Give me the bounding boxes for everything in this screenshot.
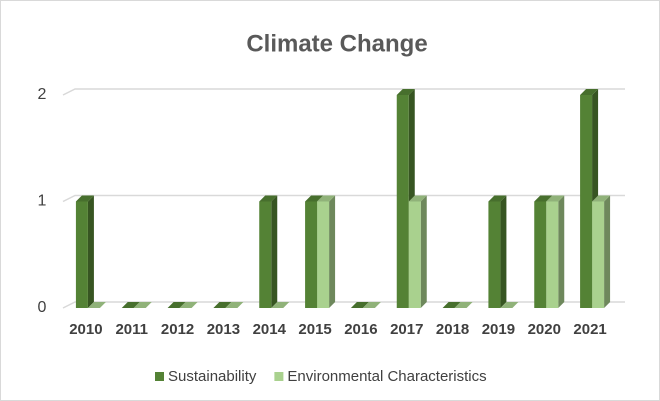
x-tick-label: 2017 xyxy=(390,321,423,338)
bar-top xyxy=(500,302,519,308)
bar xyxy=(546,195,565,308)
bar xyxy=(396,89,415,308)
bar-side xyxy=(604,195,611,308)
bar xyxy=(75,195,94,308)
bar-top xyxy=(179,302,198,308)
chart-title: Climate Change xyxy=(246,30,427,57)
bar-front xyxy=(305,201,318,308)
bar-front xyxy=(396,95,409,308)
bar-front xyxy=(592,201,605,308)
bar-top xyxy=(488,195,507,202)
bar-side xyxy=(558,195,565,308)
bar-front xyxy=(408,201,421,308)
bar-top xyxy=(408,195,427,202)
bar-top xyxy=(271,302,290,308)
bar-front xyxy=(259,201,272,308)
bar-top xyxy=(592,195,611,202)
bar xyxy=(179,302,198,308)
bar-front xyxy=(75,201,88,308)
x-tick-label: 2018 xyxy=(436,321,469,338)
bar-top xyxy=(580,89,599,95)
grid-line xyxy=(62,301,625,309)
bar xyxy=(317,195,336,308)
y-tick-label: 1 xyxy=(38,193,47,210)
bar-side xyxy=(87,195,94,308)
bar xyxy=(488,195,507,308)
bar xyxy=(259,195,278,308)
x-tick-label: 2016 xyxy=(344,321,377,338)
x-tick-label: 2020 xyxy=(528,321,561,338)
bar-top xyxy=(225,302,244,308)
bar-top xyxy=(133,302,152,308)
bar-top xyxy=(362,302,381,308)
x-tick-label: 2010 xyxy=(69,321,102,338)
bar-top xyxy=(454,302,473,308)
bar xyxy=(408,195,427,308)
legend-swatch xyxy=(155,372,164,381)
y-tick-label: 2 xyxy=(38,86,47,103)
bar-side xyxy=(271,195,278,308)
grid-line xyxy=(62,88,625,96)
bar-front xyxy=(534,201,547,308)
bar-side xyxy=(500,195,507,308)
bar xyxy=(271,302,290,308)
x-tick-label: 2013 xyxy=(207,321,240,338)
bar xyxy=(87,302,106,308)
legend-label: Environmental Characteristics xyxy=(287,368,486,385)
x-tick-label: 2019 xyxy=(482,321,515,338)
grid-line xyxy=(62,194,625,203)
bar xyxy=(133,302,152,308)
legend-label: Sustainability xyxy=(168,368,257,385)
bar-top xyxy=(259,195,278,202)
x-tick-label: 2021 xyxy=(573,321,606,338)
x-tick-label: 2012 xyxy=(161,321,194,338)
bar xyxy=(225,302,244,308)
bar xyxy=(592,195,611,308)
bar-side xyxy=(420,195,427,308)
bar-top xyxy=(317,195,336,202)
bar-front xyxy=(317,201,330,308)
bar-side xyxy=(329,195,336,308)
bar-front xyxy=(488,201,501,308)
x-tick-label: 2014 xyxy=(253,321,287,338)
bar-front xyxy=(546,201,559,308)
legend-swatch xyxy=(274,372,284,381)
bar xyxy=(362,302,381,308)
y-tick-label: 0 xyxy=(38,299,47,316)
x-tick-label: 2015 xyxy=(298,321,331,338)
bar-top xyxy=(87,302,106,308)
bar xyxy=(454,302,473,308)
x-tick-label: 2011 xyxy=(115,321,148,338)
bar-top xyxy=(546,195,565,202)
bar-top xyxy=(396,89,415,95)
bar-top xyxy=(75,195,94,202)
bar xyxy=(500,302,519,308)
bar-front xyxy=(580,95,593,308)
